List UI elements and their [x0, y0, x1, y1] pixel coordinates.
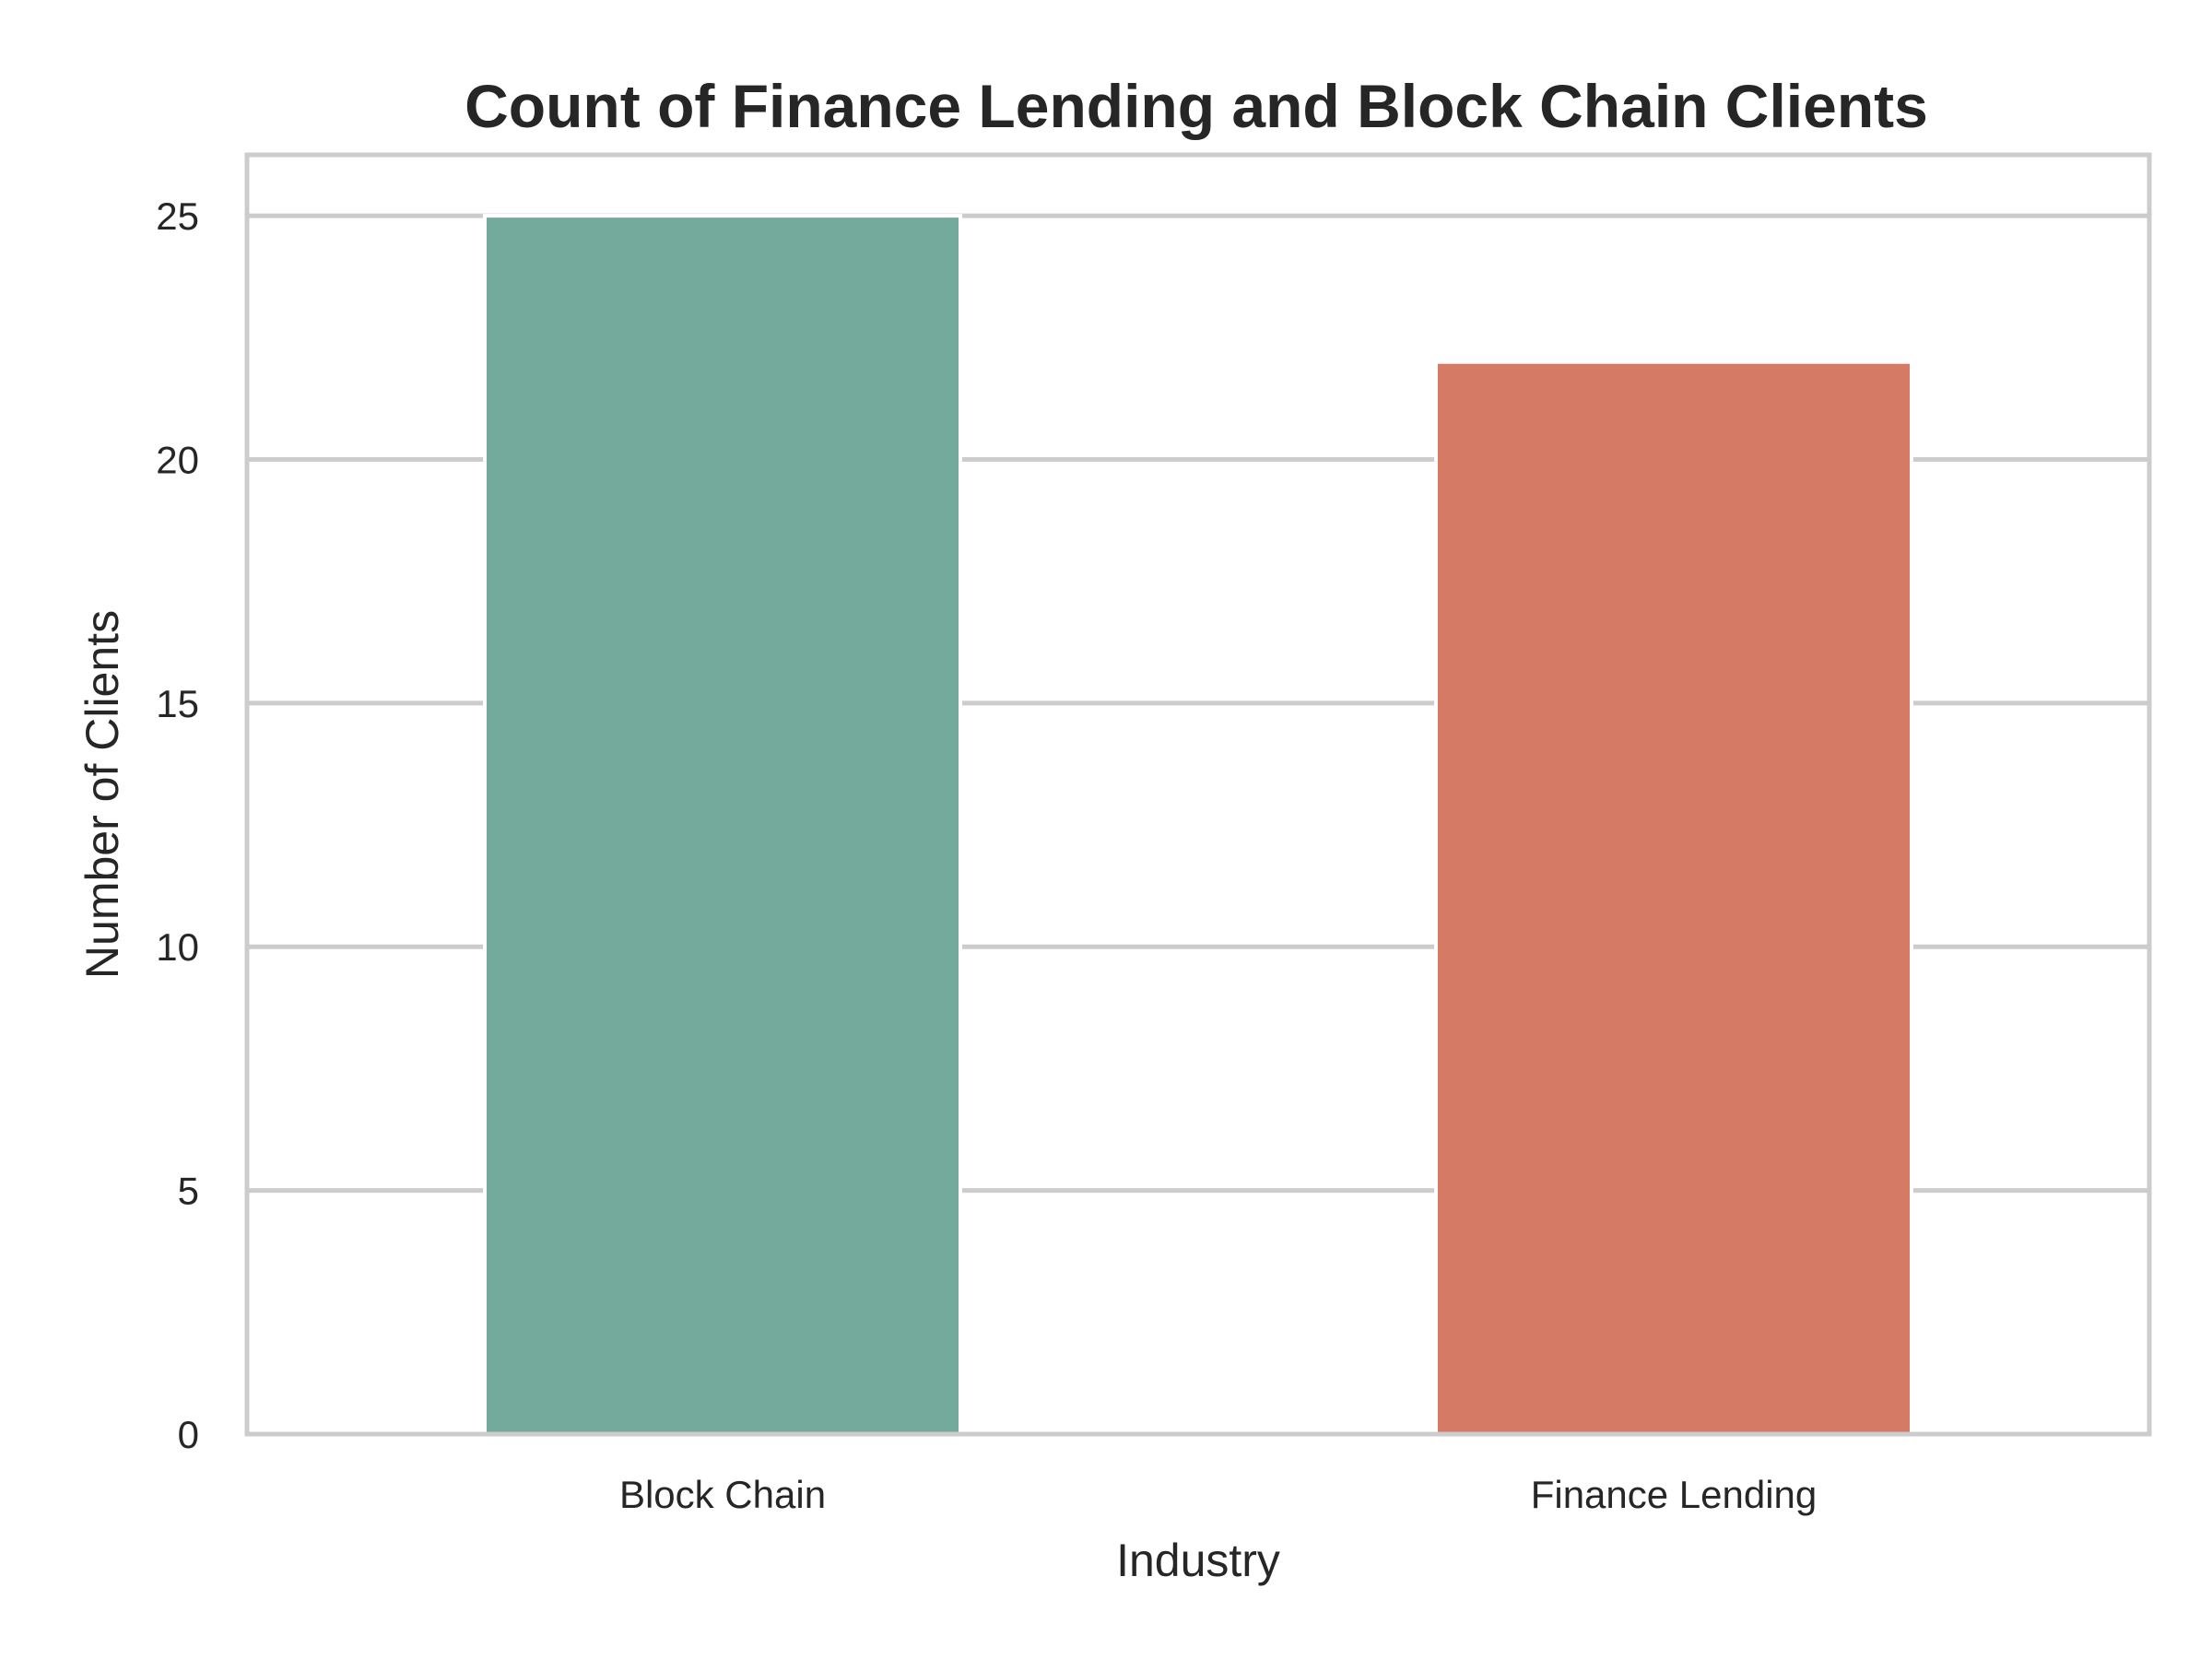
x-axis-label: Industry — [1116, 1535, 1280, 1586]
y-tick-label: 25 — [156, 194, 199, 238]
bar — [483, 214, 962, 1437]
y-tick-label: 5 — [178, 1170, 199, 1213]
y-tick-label: 0 — [178, 1413, 199, 1456]
y-tick-label: 20 — [156, 438, 199, 481]
y-tick-label: 10 — [156, 925, 199, 969]
x-axis-tick-labels: Block Chain Finance Lending — [619, 1473, 1817, 1516]
bar — [1434, 359, 1913, 1437]
y-tick-label: 15 — [156, 682, 199, 725]
bars — [483, 214, 1913, 1437]
plot-area — [244, 152, 2152, 1437]
chart-title: Count of Finance Lending and Block Chain… — [465, 72, 1928, 140]
y-axis-tick-labels: 0 5 10 15 20 25 — [156, 194, 199, 1456]
x-tick-label: Finance Lending — [1531, 1473, 1818, 1516]
plot-frame — [244, 152, 2152, 1437]
x-tick-label: Block Chain — [619, 1473, 826, 1516]
y-axis-label: Number of Clients — [76, 610, 128, 979]
